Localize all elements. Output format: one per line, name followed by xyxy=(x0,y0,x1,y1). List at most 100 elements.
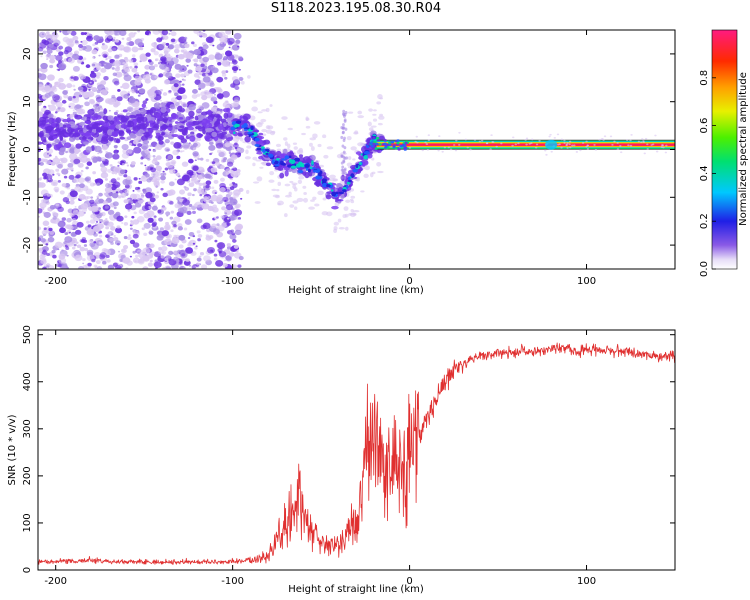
spectral-speckle xyxy=(77,86,84,91)
spectral-blob xyxy=(79,121,86,126)
spectral-speckle xyxy=(616,148,620,151)
spectral-speckle xyxy=(40,55,43,58)
spectral-speckle xyxy=(192,89,198,94)
spectral-speckle xyxy=(230,154,238,161)
spectral-highlight xyxy=(234,123,240,128)
spectral-speckle xyxy=(556,133,560,136)
spectral-speckle xyxy=(109,237,114,242)
spectral-speckle xyxy=(204,173,210,179)
spectral-speckle xyxy=(276,148,282,152)
spectral-speckle xyxy=(125,162,128,164)
spectral-speckle xyxy=(72,35,79,41)
spectral-speckle xyxy=(159,99,162,102)
spectral-speckle xyxy=(340,176,343,180)
spectral-speckle xyxy=(83,244,88,247)
spectral-speckle xyxy=(197,174,203,180)
spectral-blob xyxy=(128,114,137,119)
spectral-speckle xyxy=(271,188,277,192)
spectral-speckle xyxy=(109,164,113,167)
spectral-speckle xyxy=(75,104,82,110)
spectral-speckle xyxy=(38,157,42,162)
spectral-speckle xyxy=(92,56,95,59)
spectral-highlight xyxy=(288,155,292,159)
spectral-highlight xyxy=(363,154,369,160)
spectral-speckle xyxy=(213,257,218,261)
spectral-speckle xyxy=(209,152,212,156)
spectral-speckle xyxy=(69,52,73,55)
spectral-speckle xyxy=(96,266,102,269)
spectral-speckle xyxy=(78,194,86,200)
spectral-speckle xyxy=(130,161,136,166)
spectral-speckle xyxy=(138,88,146,94)
spectral-speckle xyxy=(221,91,230,98)
spectral-speckle xyxy=(58,173,61,176)
spectral-speckle xyxy=(177,226,183,231)
spectral-speckle xyxy=(198,46,203,50)
spectral-speckle xyxy=(225,30,232,35)
y-tick-label: -20 xyxy=(22,237,33,253)
spectral-speckle xyxy=(203,255,211,262)
spectral-speckle xyxy=(193,178,199,184)
spectral-speckle xyxy=(121,152,130,159)
spectral-highlight xyxy=(321,182,328,188)
spectral-speckle xyxy=(571,144,574,147)
spectral-speckle xyxy=(214,53,223,60)
spectral-speckle xyxy=(215,260,224,267)
spectral-speckle xyxy=(71,246,76,250)
spectral-speckle xyxy=(57,163,63,169)
spectral-highlight xyxy=(363,151,370,155)
spectral-speckle xyxy=(212,163,216,167)
spectral-blob xyxy=(282,148,288,155)
spectral-speckle xyxy=(326,146,334,150)
spectral-blob xyxy=(189,135,196,142)
spectral-highlight xyxy=(342,189,347,193)
spectral-speckle xyxy=(222,196,229,202)
x-tick-label: 100 xyxy=(577,276,596,287)
spectral-speckle xyxy=(126,236,132,241)
spectral-speckle xyxy=(137,143,142,148)
spectral-speckle xyxy=(145,52,151,57)
spectral-speckle xyxy=(220,42,223,45)
spectral-speckle xyxy=(363,173,369,179)
spectral-speckle xyxy=(96,195,100,198)
spectral-highlight xyxy=(280,162,285,166)
spectral-speckle xyxy=(55,54,63,62)
spectral-speckle xyxy=(232,239,237,243)
spectral-speckle xyxy=(517,142,520,145)
spectral-speckle xyxy=(101,225,104,228)
spectral-blob xyxy=(91,145,95,152)
spectral-blob xyxy=(181,129,188,136)
spectral-speckle xyxy=(312,196,317,201)
spectral-speckle xyxy=(123,236,128,240)
spectral-speckle xyxy=(105,99,110,104)
spectral-speckle xyxy=(54,241,63,249)
y-tick-label: 100 xyxy=(22,513,33,532)
spectral-speckle xyxy=(96,66,101,71)
spectral-speckle xyxy=(346,136,352,141)
spectral-speckle xyxy=(237,45,240,48)
spectral-speckle xyxy=(664,151,668,154)
spectral-speckle xyxy=(145,166,148,169)
spectral-speckle xyxy=(72,109,75,112)
spectral-speckle xyxy=(224,76,228,80)
spectral-speckle xyxy=(357,115,365,119)
spectral-speckle xyxy=(57,264,62,268)
spectral-speckle xyxy=(78,188,83,193)
spectral-speckle xyxy=(148,33,151,36)
spectral-speckle xyxy=(575,151,579,153)
spectral-speckle xyxy=(74,206,77,208)
spectral-highlight xyxy=(294,157,300,162)
spectral-speckle xyxy=(293,187,298,192)
spectral-speckle xyxy=(226,186,230,190)
spectral-speckle xyxy=(54,156,58,159)
spectral-speckle xyxy=(232,135,240,142)
spectral-speckle xyxy=(192,242,196,245)
spectral-speckle xyxy=(130,220,133,223)
spectral-speckle xyxy=(198,255,202,258)
spectral-highlight xyxy=(307,168,312,173)
spectral-speckle xyxy=(530,138,534,141)
spectral-speckle xyxy=(619,151,623,154)
spectral-speckle xyxy=(167,155,173,160)
spectral-speckle xyxy=(579,149,582,152)
spectral-speckle xyxy=(192,165,199,171)
